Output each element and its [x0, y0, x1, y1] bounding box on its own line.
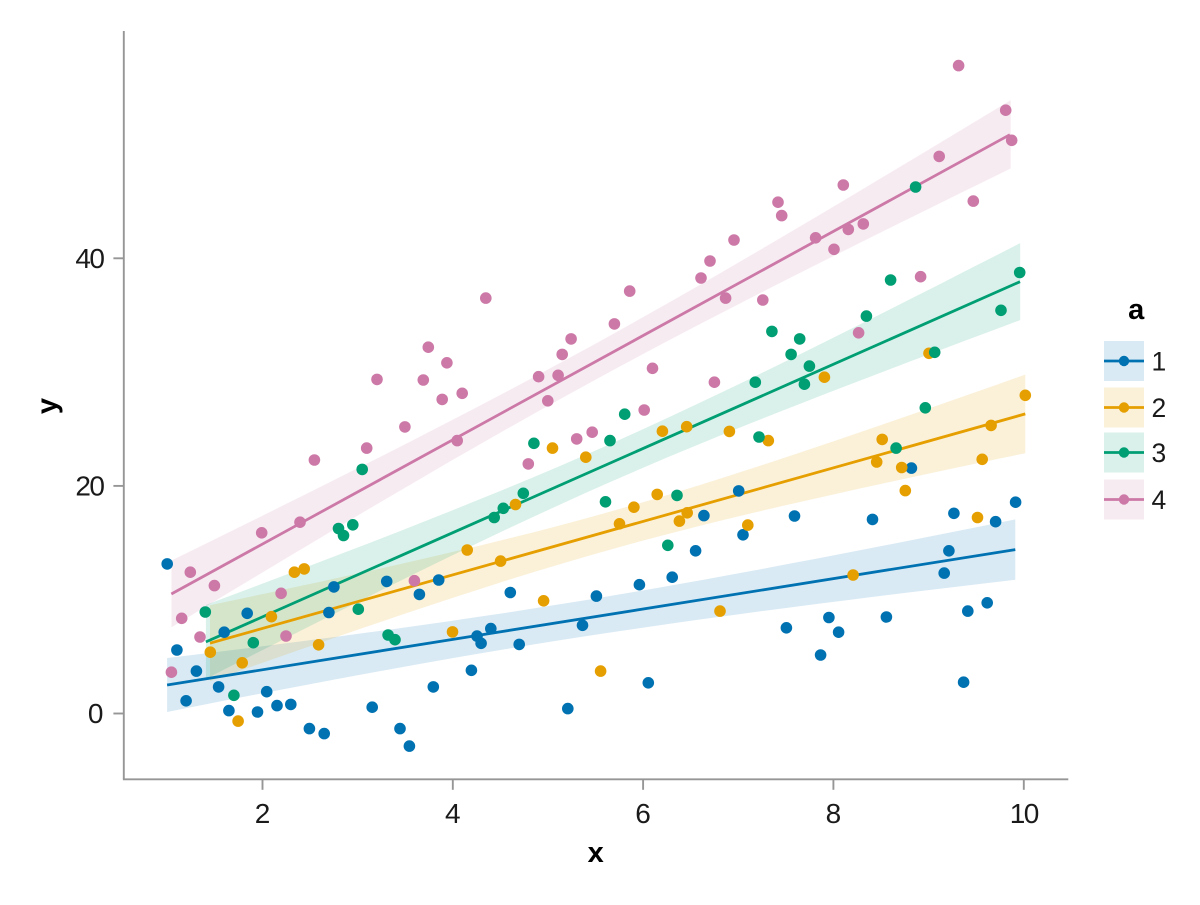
svg-text:0: 0 [88, 698, 104, 729]
svg-text:40: 40 [75, 243, 104, 274]
svg-text:4: 4 [445, 798, 461, 829]
svg-text:x: x [588, 837, 604, 869]
svg-text:1: 1 [1152, 346, 1167, 376]
svg-text:8: 8 [826, 798, 842, 829]
svg-text:6: 6 [635, 798, 651, 829]
svg-text:2: 2 [255, 798, 271, 829]
svg-text:a: a [1128, 294, 1145, 326]
svg-text:10: 10 [1010, 798, 1039, 829]
svg-text:4: 4 [1152, 485, 1167, 515]
svg-text:2: 2 [1152, 393, 1167, 423]
svg-text:3: 3 [1152, 438, 1167, 468]
svg-text:20: 20 [75, 471, 104, 502]
svg-text:y: y [31, 398, 63, 414]
